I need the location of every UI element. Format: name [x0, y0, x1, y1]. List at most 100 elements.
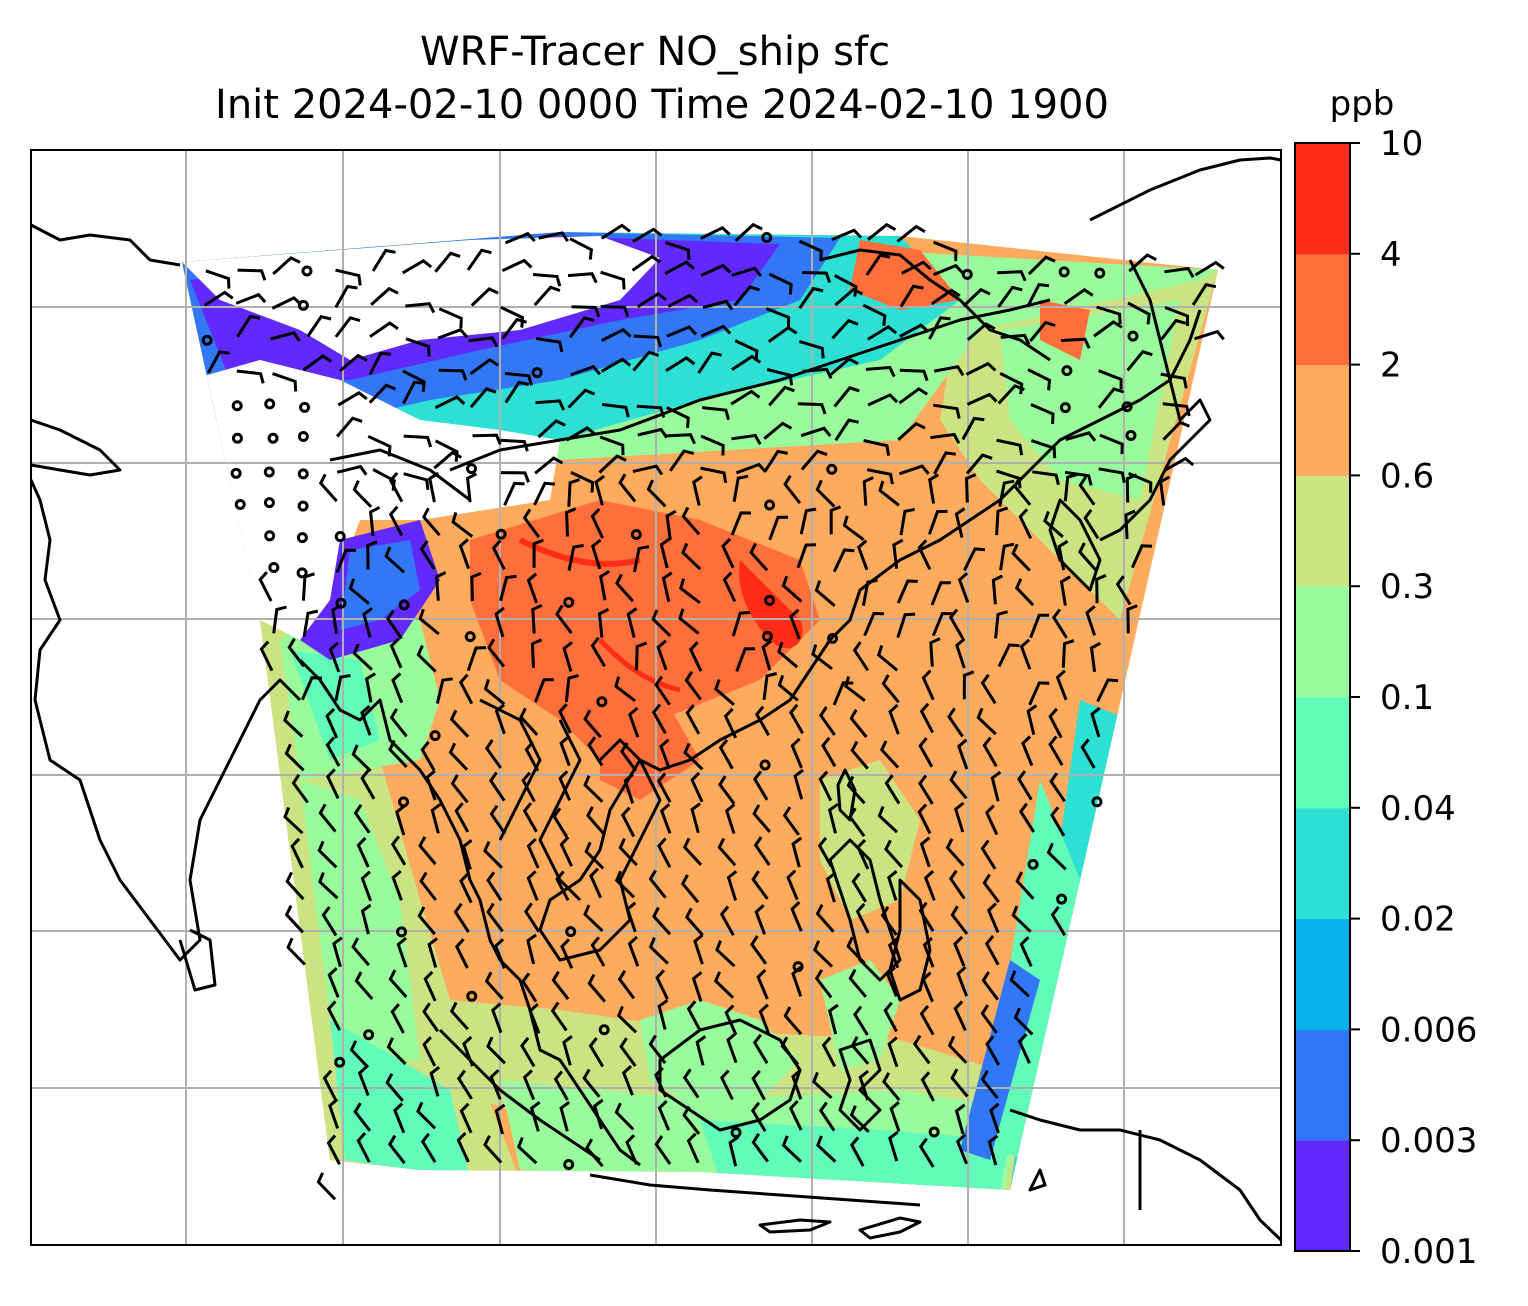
- wind-barb: [468, 336, 499, 348]
- wind-barb: [1027, 255, 1056, 276]
- wind-barb: [882, 1072, 901, 1102]
- wind-barb: [788, 703, 805, 735]
- wind-barb: [721, 537, 735, 569]
- calm-wind-circle: [297, 299, 309, 311]
- wind-barb: [732, 474, 749, 503]
- wind-barb: [1011, 543, 1031, 572]
- colorbar-segment: [1295, 918, 1350, 1030]
- calm-wind-circle: [264, 530, 276, 542]
- colorbar-tick-label: 0.04: [1380, 789, 1456, 829]
- wind-barb: [1027, 368, 1052, 391]
- wind-barb: [551, 970, 570, 1001]
- wind-barb: [569, 237, 594, 260]
- wind-barb: [921, 669, 935, 701]
- colorbar-segment: [1295, 475, 1350, 587]
- wind-barb: [681, 542, 702, 571]
- wind-barb: [756, 968, 769, 1000]
- wind-barb: [920, 1071, 935, 1102]
- wind-barb: [334, 674, 351, 702]
- wind-barb: [559, 836, 573, 867]
- wind-barb: [1063, 473, 1078, 502]
- wind-barb: [1065, 431, 1097, 442]
- wind-barb: [494, 703, 506, 735]
- gridlines: [31, 150, 1281, 1245]
- wind-barb: [420, 1132, 437, 1163]
- wind-barb: [286, 937, 306, 966]
- wind-barb: [995, 506, 1009, 536]
- wind-barb: [317, 840, 338, 869]
- wind-barb: [486, 1036, 507, 1065]
- wind-barb: [422, 1036, 437, 1067]
- colorbar-segment: [1295, 143, 1350, 255]
- wind-barb: [600, 357, 632, 373]
- wind-barb: [1160, 372, 1188, 389]
- calm-wind-circle: [297, 430, 309, 442]
- wind-barb: [955, 1133, 968, 1165]
- wind-barb: [996, 438, 1024, 456]
- wind-barb: [879, 740, 900, 769]
- wind-barb: [932, 263, 964, 277]
- wind-barb: [1063, 287, 1094, 305]
- wind-barb: [390, 1003, 405, 1034]
- wind-barb: [898, 464, 930, 476]
- wind-barb: [203, 290, 234, 307]
- wind-barb: [665, 356, 696, 372]
- wind-barb: [338, 353, 368, 373]
- wind-barb: [486, 871, 503, 902]
- wind-barb: [982, 873, 1000, 903]
- wind-barb: [998, 479, 1015, 507]
- wind-barb: [522, 1069, 536, 1101]
- wind-barb: [802, 367, 833, 379]
- wind-barb: [385, 1073, 404, 1102]
- wind-barb: [790, 901, 803, 932]
- wind-barb: [615, 573, 635, 603]
- wind-barb: [434, 395, 466, 410]
- wind-barb: [417, 906, 436, 936]
- wind-barb: [961, 416, 985, 441]
- wind-barb: [438, 307, 463, 329]
- wind-barb: [351, 937, 370, 967]
- wind-barb: [987, 1134, 999, 1166]
- wind-barb: [659, 803, 672, 834]
- wind-barb: [997, 384, 1025, 405]
- wind-barb: [237, 268, 267, 281]
- colorbar-unit-label: ppb: [1330, 84, 1395, 124]
- wind-barb: [684, 670, 702, 701]
- calm-wind-circle: [264, 398, 276, 410]
- wind-barb: [814, 580, 836, 607]
- wind-barb: [1089, 641, 1102, 672]
- wind-barb: [888, 703, 900, 735]
- wind-barb: [491, 539, 506, 571]
- wind-barb: [981, 971, 999, 1001]
- wind-barb: [964, 473, 977, 503]
- wind-barb: [357, 1065, 370, 1097]
- colorbar-segment: [1295, 364, 1350, 476]
- wind-barb: [470, 571, 482, 602]
- wind-barb: [657, 1100, 671, 1131]
- wind-barb: [354, 971, 374, 1000]
- wind-barb: [558, 770, 571, 801]
- wind-barb: [328, 641, 341, 673]
- wind-barb: [284, 743, 305, 772]
- wind-barb: [997, 285, 1023, 308]
- wind-barb: [798, 286, 824, 310]
- wind-barb: [1055, 669, 1068, 701]
- wind-barb: [922, 936, 935, 968]
- wind-barb: [272, 372, 298, 392]
- wind-barb: [590, 636, 606, 668]
- calm-wind-circle: [301, 265, 313, 277]
- colorbar-tick-label: 10: [1380, 124, 1423, 164]
- wind-barb: [666, 433, 696, 445]
- wind-barb: [731, 610, 751, 637]
- wind-barb: [786, 869, 799, 901]
- wind-barb: [526, 933, 537, 965]
- wind-barb: [600, 270, 626, 290]
- wind-barb: [948, 608, 964, 639]
- wind-barb: [586, 806, 605, 835]
- wind-barb: [531, 603, 543, 634]
- wind-barb: [858, 1069, 870, 1101]
- wind-barb: [435, 677, 453, 704]
- colorbar-tick-label: 0.001: [1380, 1232, 1477, 1272]
- wind-barb: [337, 390, 368, 407]
- wind-barb: [627, 935, 640, 967]
